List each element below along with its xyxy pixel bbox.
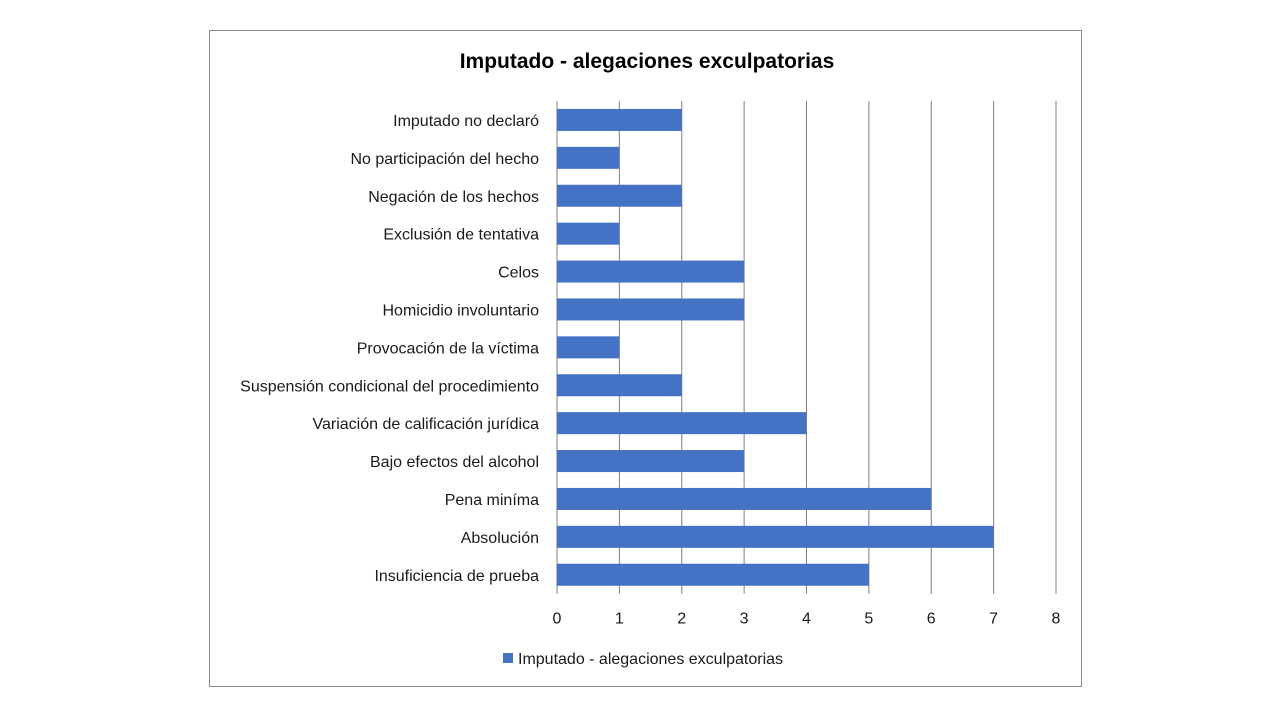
bar xyxy=(557,298,745,321)
chart-frame: Imputado - alegaciones exculpatorias Imp… xyxy=(209,30,1082,687)
bar xyxy=(557,260,745,283)
legend-label: Imputado - alegaciones exculpatorias xyxy=(518,651,783,668)
category-labels: Imputado no declaró No participación del … xyxy=(240,113,539,585)
x-tick-label: 2 xyxy=(677,611,686,628)
legend: Imputado - alegaciones exculpatorias xyxy=(503,651,783,668)
category-label: Celos xyxy=(498,265,539,282)
x-tick-label: 7 xyxy=(989,611,998,628)
x-tick-label: 3 xyxy=(740,611,749,628)
category-label: Suspensión condicional del procedimiento xyxy=(240,378,539,395)
category-label: Negación de los hechos xyxy=(368,189,539,206)
bars xyxy=(557,108,994,586)
category-label: Insuficiencia de prueba xyxy=(374,568,539,585)
x-axis-ticks: 0 1 2 3 4 5 6 7 8 xyxy=(553,611,1061,628)
category-label: Pena miníma xyxy=(445,492,539,509)
bar xyxy=(557,336,620,359)
category-label: Bajo efectos del alcohol xyxy=(370,454,539,471)
category-label: Imputado no declaró xyxy=(393,113,539,130)
category-label: No participación del hecho xyxy=(350,151,539,168)
bar-chart: Imputado - alegaciones exculpatorias Imp… xyxy=(240,50,1061,668)
chart-title: Imputado - alegaciones exculpatorias xyxy=(460,50,835,73)
bar xyxy=(557,184,682,207)
bar xyxy=(557,487,932,510)
bar xyxy=(557,525,994,548)
x-tick-label: 1 xyxy=(615,611,624,628)
bar xyxy=(557,222,620,245)
bar xyxy=(557,374,682,397)
x-tick-label: 6 xyxy=(927,611,936,628)
category-label: Exclusión de tentativa xyxy=(383,227,539,244)
category-label: Homicidio involuntario xyxy=(382,302,539,319)
category-label: Provocación de la víctima xyxy=(357,340,539,357)
bar xyxy=(557,563,869,586)
legend-swatch xyxy=(503,653,513,663)
x-tick-label: 4 xyxy=(802,611,811,628)
x-tick-label: 0 xyxy=(553,611,562,628)
x-tick-label: 8 xyxy=(1052,611,1061,628)
bar xyxy=(557,146,620,169)
bar xyxy=(557,412,807,435)
bar xyxy=(557,108,682,131)
bar xyxy=(557,450,745,473)
category-label: Variación de calificación jurídica xyxy=(313,416,540,433)
x-tick-label: 5 xyxy=(864,611,873,628)
category-label: Absolución xyxy=(461,530,539,547)
grid-lines xyxy=(556,101,1057,594)
